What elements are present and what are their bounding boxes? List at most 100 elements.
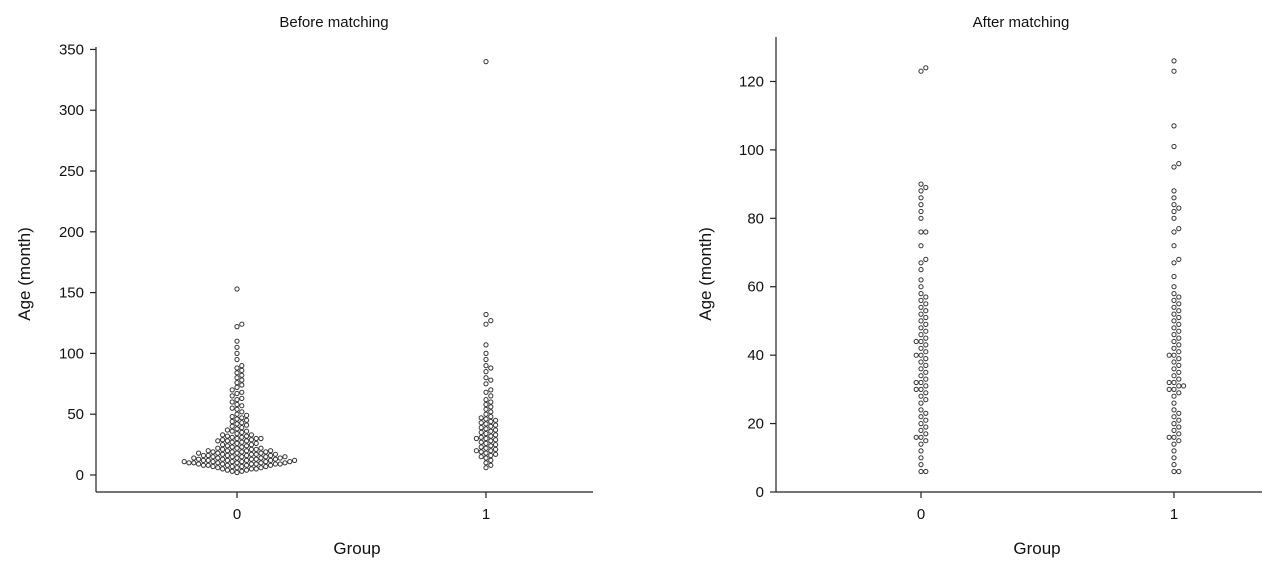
before-group-0-point bbox=[239, 395, 245, 401]
before-group-0-point bbox=[248, 446, 254, 452]
before-group-0-point bbox=[234, 426, 240, 432]
after-group-1-point bbox=[1176, 410, 1182, 416]
before-group-0-point bbox=[234, 397, 240, 403]
before-group-1-point bbox=[483, 389, 489, 395]
before-group-0-point bbox=[239, 321, 245, 327]
before-group-0-point bbox=[224, 462, 230, 468]
after-group-0-point bbox=[918, 421, 924, 427]
after-group-1-point bbox=[1171, 366, 1177, 372]
before-group-0-point bbox=[253, 461, 259, 467]
before-group-0-point bbox=[191, 455, 197, 461]
after-group-0-point bbox=[918, 229, 924, 235]
before-group-0-point bbox=[239, 468, 245, 474]
after-group-0-point bbox=[918, 345, 924, 351]
after-group-1-point bbox=[1171, 68, 1177, 74]
before-group-0-point bbox=[239, 429, 245, 435]
after-group-0-point bbox=[923, 314, 929, 321]
after-group-0-point bbox=[918, 267, 924, 273]
after-group-0-point bbox=[923, 438, 929, 444]
before-group-0-point bbox=[229, 468, 235, 474]
before-group-0-point bbox=[234, 445, 240, 451]
before-group-1-point bbox=[488, 428, 494, 434]
before-group-0-point bbox=[205, 452, 211, 459]
after-group-0-point bbox=[923, 321, 929, 327]
before-group-0-point bbox=[224, 443, 230, 449]
after-group-1-point bbox=[1176, 205, 1182, 211]
before-group-0-point bbox=[224, 427, 230, 433]
before-group-0-point bbox=[220, 461, 226, 467]
before-group-0-point bbox=[239, 463, 245, 470]
before-group-0-point bbox=[210, 459, 216, 465]
after-group-1-point bbox=[1176, 294, 1182, 300]
after-group-1-point bbox=[1176, 349, 1182, 355]
before-group-0-point bbox=[234, 324, 240, 330]
before-group-0-point bbox=[234, 421, 240, 427]
before-group-0-point bbox=[248, 432, 254, 438]
before-group-0-point bbox=[234, 356, 240, 363]
after-group-0-point bbox=[918, 359, 924, 365]
after-group-0-point bbox=[918, 407, 924, 413]
before-group-1-point bbox=[493, 417, 499, 423]
after-group-0-point bbox=[918, 379, 924, 386]
before-group-0-point bbox=[244, 433, 250, 439]
after-group-1-point bbox=[1176, 417, 1182, 423]
before-matching-panel: Before matching Age (month) Group 0 50 100… bbox=[15, 14, 593, 558]
before-group-0-point bbox=[234, 344, 240, 350]
after-group-0-point bbox=[918, 468, 924, 475]
before-group-0-point bbox=[248, 456, 254, 462]
after-matching-title: After matching bbox=[973, 14, 1070, 31]
before-group-0-point bbox=[234, 460, 240, 466]
before-group-0-point bbox=[248, 466, 254, 472]
after-group-1-point bbox=[1176, 308, 1182, 314]
before-group-1-point bbox=[488, 318, 494, 324]
after-group-0-point bbox=[923, 229, 929, 235]
before-group-0-point bbox=[258, 450, 264, 456]
before-group-0-point bbox=[253, 446, 259, 452]
after-group-0-point bbox=[918, 297, 924, 303]
before-group-1-point bbox=[488, 443, 494, 449]
after-group-1-point bbox=[1176, 356, 1182, 362]
before-group-0-point bbox=[239, 389, 245, 395]
after-x-tick-label: 1 bbox=[1170, 506, 1178, 523]
before-group-0-point bbox=[220, 437, 226, 443]
before-group-0-point bbox=[244, 412, 250, 418]
before-group-0-point bbox=[244, 428, 250, 434]
before-group-0-point bbox=[239, 434, 245, 440]
after-group-1-point bbox=[1176, 161, 1182, 167]
before-group-0-point bbox=[253, 451, 259, 457]
after-group-0-point bbox=[923, 369, 929, 375]
before-group-0-point bbox=[210, 454, 216, 460]
before-group-0-point bbox=[239, 372, 245, 378]
before-group-0-point bbox=[253, 466, 259, 472]
before-group-1-point bbox=[493, 446, 499, 452]
before-y-tick-label: 200 bbox=[59, 224, 84, 241]
before-group-0-point bbox=[268, 448, 274, 454]
after-group-1-point bbox=[1171, 441, 1177, 447]
after-group-1-point bbox=[1171, 58, 1177, 64]
after-group-1-point bbox=[1166, 379, 1172, 386]
after-group-0-point bbox=[918, 188, 924, 194]
before-group-1-point bbox=[488, 387, 494, 393]
before-group-0-point bbox=[239, 377, 245, 383]
after-group-1-point bbox=[1171, 455, 1177, 461]
after-group-0-point bbox=[918, 325, 924, 331]
before-group-0-point bbox=[191, 460, 197, 466]
before-group-1-point bbox=[493, 442, 499, 448]
before-y-tick-label: 50 bbox=[67, 406, 84, 423]
before-group-1-point bbox=[483, 342, 489, 348]
before-group-0-point bbox=[205, 462, 211, 468]
after-group-1-point bbox=[1171, 414, 1177, 420]
after-group-0-point bbox=[923, 65, 929, 71]
before-group-1-point bbox=[483, 311, 489, 318]
before-group-0-point bbox=[277, 455, 283, 461]
after-group-1-point bbox=[1171, 164, 1177, 170]
after-group-0-point bbox=[918, 448, 924, 454]
before-group-0-point bbox=[239, 403, 245, 409]
after-group-1-point bbox=[1171, 202, 1177, 208]
before-group-0-point bbox=[224, 452, 230, 459]
before-group-0-point bbox=[258, 445, 264, 451]
before-group-0-point bbox=[229, 434, 235, 440]
before-group-0-point bbox=[234, 431, 240, 437]
before-group-0-point bbox=[263, 454, 269, 460]
